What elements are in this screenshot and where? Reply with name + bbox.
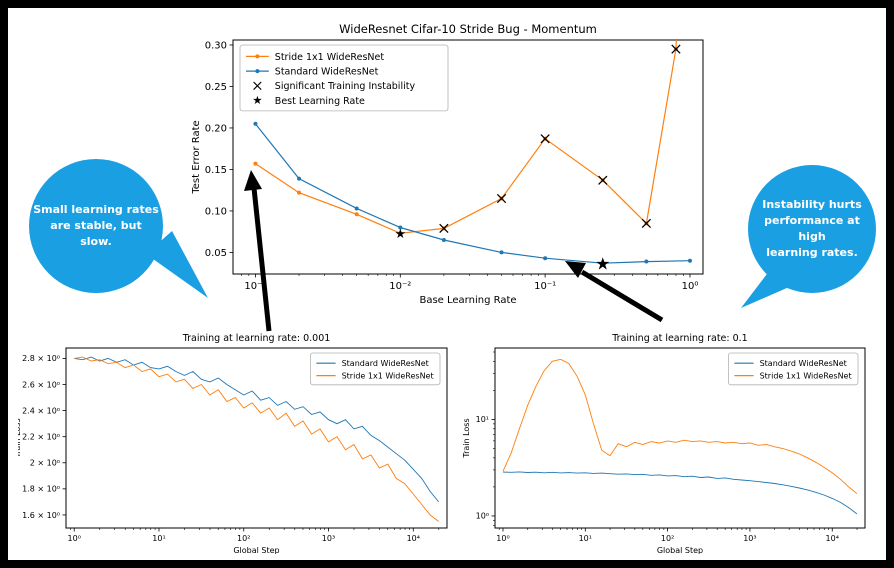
svg-text:10³: 10³ [743, 534, 756, 543]
svg-text:Global Step: Global Step [233, 546, 279, 554]
svg-text:Train Loss: Train Loss [462, 418, 471, 458]
callout-small-learning-rates: Small learning rates are stable, but slo… [29, 159, 163, 293]
svg-text:1.6 × 10⁰: 1.6 × 10⁰ [22, 511, 60, 520]
svg-text:Significant Training Instabili: Significant Training Instability [275, 81, 416, 92]
svg-text:Standard WideResNet: Standard WideResNet [275, 67, 379, 78]
svg-text:2 × 10⁰: 2 × 10⁰ [30, 459, 60, 468]
svg-text:Train Loss: Train Loss [18, 418, 22, 458]
callout-instability-high-lr: Instability hurts performance at high le… [748, 165, 876, 293]
svg-text:10¹: 10¹ [579, 534, 592, 543]
svg-text:2.6 × 10⁰: 2.6 × 10⁰ [22, 380, 60, 389]
svg-text:10⁴: 10⁴ [407, 534, 420, 543]
svg-text:10⁴: 10⁴ [826, 534, 839, 543]
svg-text:10⁰: 10⁰ [682, 281, 699, 292]
svg-text:10⁰: 10⁰ [476, 512, 489, 521]
callout-left-text: Small learning rates are stable, but slo… [33, 203, 159, 248]
svg-text:10⁻²: 10⁻² [389, 281, 411, 292]
svg-text:10⁻¹: 10⁻¹ [534, 281, 556, 292]
callout-right-text: Instability hurts performance at high le… [762, 198, 862, 259]
svg-text:10¹: 10¹ [476, 415, 489, 424]
svg-text:2.2 × 10⁰: 2.2 × 10⁰ [22, 432, 60, 441]
svg-text:Test Error Rate: Test Error Rate [191, 120, 202, 194]
svg-text:10⁻³: 10⁻³ [244, 281, 266, 292]
svg-text:10³: 10³ [322, 534, 335, 543]
svg-text:2.8 × 10⁰: 2.8 × 10⁰ [22, 354, 60, 363]
svg-text:Stride 1x1 WideResNet: Stride 1x1 WideResNet [342, 371, 434, 380]
svg-text:Best Learning Rate: Best Learning Rate [275, 96, 365, 107]
svg-text:0.05: 0.05 [205, 248, 227, 259]
svg-text:Standard WideResNet: Standard WideResNet [760, 359, 847, 368]
svg-text:★: ★ [252, 93, 262, 107]
svg-text:Stride 1x1 WideResNet: Stride 1x1 WideResNet [760, 371, 852, 380]
svg-text:Standard WideResNet: Standard WideResNet [342, 359, 429, 368]
bottom-left-chart-training-lr-0001: 10⁰ 10¹ 10² 10³ 10⁴ 1.6 × 10⁰ 1.8 × 10⁰ 2 × 10⁰… [18, 332, 463, 554]
svg-text:0.15: 0.15 [205, 165, 227, 176]
svg-text:★: ★ [595, 254, 610, 274]
svg-text:★: ★ [394, 227, 406, 242]
svg-text:Training at learning rate: 0.1: Training at learning rate: 0.1 [611, 333, 747, 344]
svg-text:WideResnet Cifar-10 Stride Bug: WideResnet Cifar-10 Stride Bug - Momentu… [339, 22, 597, 36]
top-chart-test-error-vs-learning-rate: 10⁻³ 10⁻² 10⁻¹ 10⁰ 0.05 0.10 0.15 0.20 0.25 0.30 ★… [185, 14, 725, 326]
svg-text:Training at learning rate: 0.0: Training at learning rate: 0.001 [182, 333, 331, 344]
svg-text:10²: 10² [237, 534, 250, 543]
svg-text:Global Step: Global Step [657, 546, 703, 554]
svg-text:0.10: 0.10 [205, 206, 227, 217]
svg-text:10²: 10² [661, 534, 674, 543]
svg-text:10⁰: 10⁰ [496, 534, 509, 543]
svg-text:Base Learning Rate: Base Learning Rate [419, 295, 516, 306]
svg-text:Stride 1x1 WideResNet: Stride 1x1 WideResNet [275, 52, 385, 63]
svg-text:10¹: 10¹ [152, 534, 165, 543]
svg-text:10⁰: 10⁰ [68, 534, 81, 543]
svg-text:0.30: 0.30 [205, 40, 227, 51]
svg-text:0.25: 0.25 [205, 82, 227, 93]
bottom-right-chart-training-lr-01: 10⁰ 10¹ 10² 10³ 10⁴ 10⁰ 10¹ Training at learnin… [455, 332, 875, 554]
svg-text:1.8 × 10⁰: 1.8 × 10⁰ [22, 485, 60, 494]
svg-text:0.20: 0.20 [205, 123, 227, 134]
svg-text:2.4 × 10⁰: 2.4 × 10⁰ [22, 406, 60, 415]
